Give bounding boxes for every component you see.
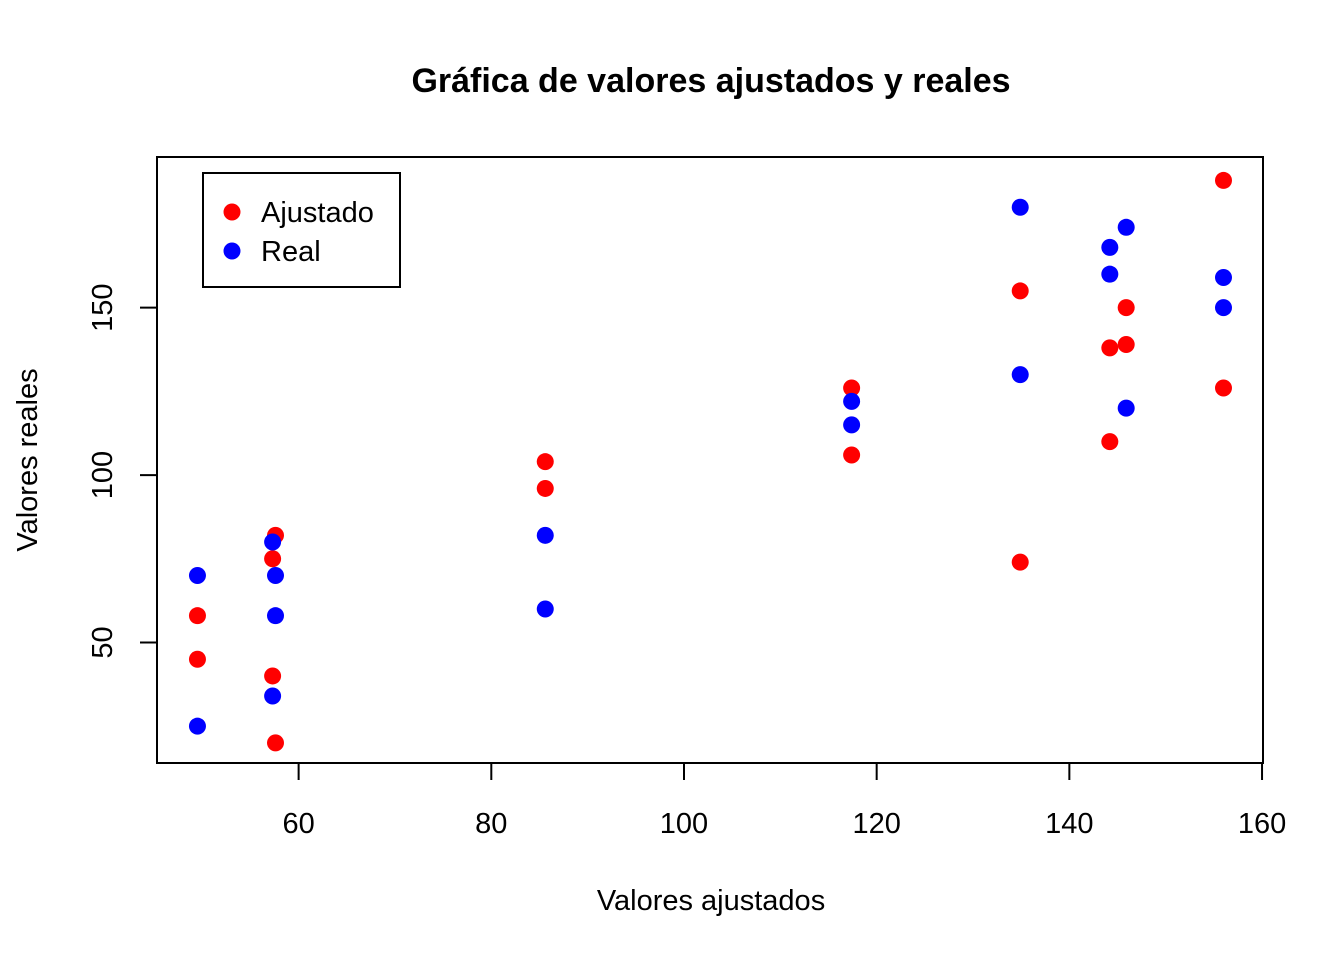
point-ajustado bbox=[1117, 335, 1135, 353]
point-ajustado bbox=[1215, 171, 1232, 189]
y-axis: 50 100 150 bbox=[87, 283, 158, 659]
point-real bbox=[188, 567, 206, 585]
point-ajustado bbox=[1101, 433, 1119, 451]
point-ajustado bbox=[1011, 553, 1029, 571]
x-tick-label: 80 bbox=[475, 808, 507, 840]
point-ajustado bbox=[843, 379, 861, 397]
point-real bbox=[1117, 399, 1135, 417]
point-real bbox=[267, 567, 284, 585]
legend-box bbox=[202, 172, 401, 288]
point-ajustado bbox=[267, 734, 284, 752]
point-real bbox=[267, 607, 284, 625]
point-real bbox=[1215, 269, 1232, 287]
point-real bbox=[1101, 265, 1119, 283]
legend: Ajustado Real bbox=[202, 172, 401, 288]
x-tick-label: 160 bbox=[1238, 808, 1286, 840]
point-ajustado bbox=[843, 446, 861, 464]
point-real bbox=[188, 717, 206, 735]
point-real bbox=[1117, 218, 1135, 236]
y-tick-label: 50 bbox=[87, 626, 119, 658]
point-real bbox=[1011, 366, 1029, 384]
point-real bbox=[843, 392, 861, 410]
point-real bbox=[536, 600, 554, 618]
legend-label-real: Real bbox=[261, 236, 321, 268]
legend-marker-ajustado bbox=[223, 203, 241, 221]
point-real bbox=[1101, 238, 1119, 256]
data-points bbox=[188, 171, 1232, 752]
point-real bbox=[536, 526, 554, 544]
x-axis-label: Valores ajustados bbox=[597, 885, 825, 917]
point-ajustado bbox=[1011, 282, 1029, 300]
y-axis-label: Valores reales bbox=[12, 368, 44, 551]
point-ajustado bbox=[536, 479, 554, 497]
point-real bbox=[264, 533, 282, 551]
x-tick-label: 60 bbox=[282, 808, 314, 840]
point-real bbox=[264, 687, 282, 705]
point-ajustado bbox=[264, 550, 282, 568]
x-tick-label: 100 bbox=[660, 808, 708, 840]
point-ajustado bbox=[188, 607, 206, 625]
point-ajustado bbox=[536, 453, 554, 471]
y-tick-label: 150 bbox=[87, 283, 119, 331]
chart-title: Gráfica de valores ajustados y reales bbox=[411, 62, 1010, 100]
x-tick-label: 120 bbox=[852, 808, 900, 840]
legend-label-ajustado: Ajustado bbox=[261, 197, 374, 229]
y-tick-label: 100 bbox=[87, 451, 119, 499]
point-ajustado bbox=[188, 650, 206, 668]
point-real bbox=[1215, 299, 1232, 317]
legend-marker-real bbox=[223, 242, 241, 260]
point-ajustado bbox=[1117, 299, 1135, 317]
x-tick-label: 140 bbox=[1045, 808, 1093, 840]
point-ajustado bbox=[1215, 379, 1232, 397]
point-real bbox=[1011, 198, 1029, 216]
point-ajustado bbox=[1101, 339, 1119, 357]
point-ajustado bbox=[264, 667, 282, 685]
x-axis: 60 80 100 120 140 160 bbox=[282, 762, 1286, 840]
point-real bbox=[843, 416, 861, 434]
